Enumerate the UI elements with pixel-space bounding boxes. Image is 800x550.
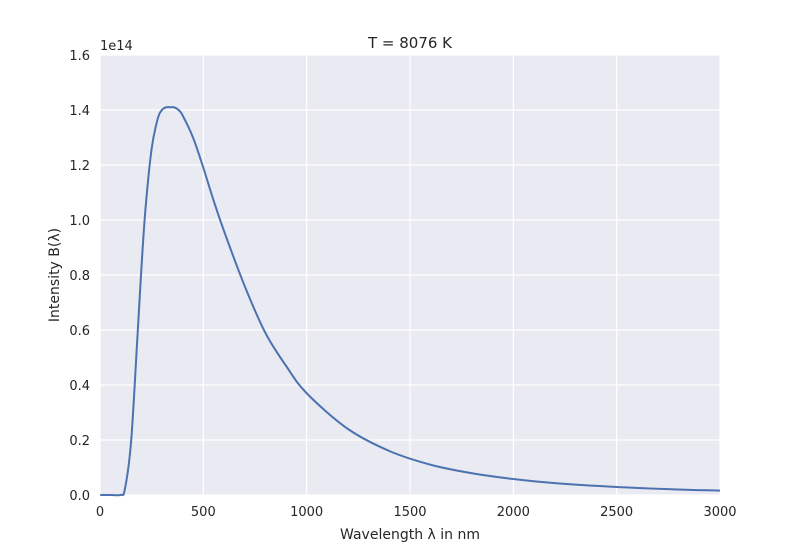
- y-tick-label: 1.0: [69, 214, 90, 229]
- y-tick-label: 0.0: [69, 489, 90, 504]
- x-tick-label: 2000: [497, 505, 530, 520]
- x-tick-label: 1000: [290, 505, 323, 520]
- y-tick-label: 0.4: [69, 379, 90, 394]
- y-axis-label: Intensity B(λ): [47, 228, 63, 322]
- y-tick-label: 1.2: [69, 159, 90, 174]
- x-tick-label: 3000: [703, 505, 736, 520]
- series-group: [100, 106, 721, 497]
- x-tick-label: 0: [96, 505, 104, 520]
- y-offset-label: 1e14: [100, 39, 133, 54]
- y-tick-label: 0.6: [69, 324, 90, 339]
- x-tick-label: 1500: [393, 505, 426, 520]
- x-tick-labels: 0 500 1000 1500 2000 2500 3000: [96, 505, 737, 520]
- x-tick-label: 500: [191, 505, 216, 520]
- y-tick-labels: 0.0 0.2 0.4 0.6 0.8 1.0 1.2 1.4 1.6: [69, 49, 90, 504]
- y-tick-label: 1.4: [69, 104, 90, 119]
- y-tick-label: 0.2: [69, 434, 90, 449]
- chart-title: T = 8076 K: [367, 34, 453, 52]
- y-tick-label: 1.6: [69, 49, 90, 64]
- y-tick-label: 0.8: [69, 269, 90, 284]
- series-line: [100, 106, 721, 497]
- x-tick-label: 2500: [600, 505, 633, 520]
- x-axis-label: Wavelength λ in nm: [340, 527, 480, 543]
- grid: [99, 54, 721, 496]
